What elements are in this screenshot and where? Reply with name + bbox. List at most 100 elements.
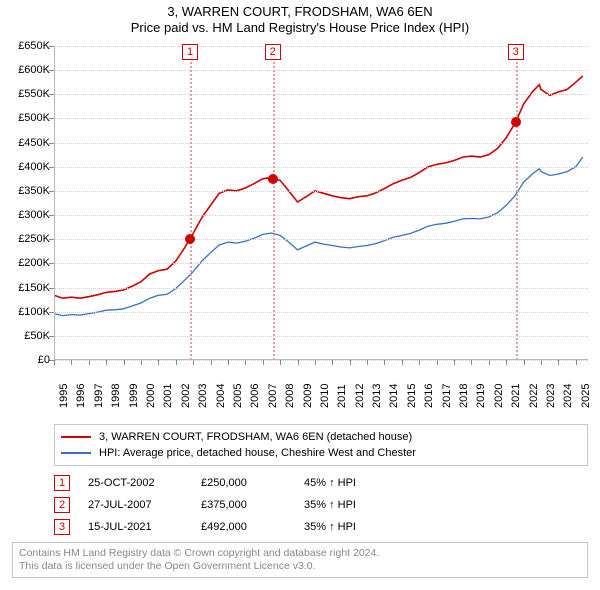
event-marker-badge: 2	[265, 44, 281, 60]
xtick-mark	[384, 360, 385, 365]
ytick-label: £350K	[6, 185, 50, 197]
event-badge: 3	[54, 519, 70, 535]
xtick-label: 2001	[162, 384, 174, 408]
xtick-label: 2019	[475, 384, 487, 408]
event-date: 15-JUL-2021	[88, 521, 183, 533]
xtick-mark	[54, 360, 55, 365]
legend-row: HPI: Average price, detached house, Ches…	[61, 445, 581, 461]
gridline-h	[54, 167, 588, 168]
ytick-label: £250K	[6, 233, 50, 245]
gridline-h	[54, 215, 588, 216]
legend: 3, WARREN COURT, FRODSHAM, WA6 6EN (deta…	[54, 424, 588, 466]
line-series-svg	[54, 46, 588, 360]
ytick-label: £300K	[6, 209, 50, 221]
xtick-label: 2004	[215, 384, 227, 408]
gridline-h	[54, 94, 588, 95]
ytick-label: £500K	[6, 112, 50, 124]
xtick-mark	[228, 360, 229, 365]
gridline-h	[54, 118, 588, 119]
series-line-red	[54, 76, 583, 298]
xtick-label: 1998	[110, 384, 122, 408]
gridline-h	[54, 143, 588, 144]
xtick-mark	[298, 360, 299, 365]
series-line-blue	[54, 157, 583, 316]
xtick-label: 2011	[336, 384, 348, 408]
xtick-mark	[454, 360, 455, 365]
xtick-label: 2025	[580, 384, 592, 408]
event-price: £250,000	[201, 477, 286, 489]
event-marker-line	[516, 46, 518, 360]
ytick-label: £650K	[6, 40, 50, 52]
xtick-label: 2021	[510, 384, 522, 408]
event-marker-badge: 1	[182, 44, 198, 60]
xtick-label: 2009	[302, 384, 314, 408]
xtick-label: 1995	[58, 384, 70, 408]
xtick-label: 2000	[145, 384, 157, 408]
xtick-label: 2008	[284, 384, 296, 408]
xtick-mark	[524, 360, 525, 365]
ytick-label: £50K	[6, 330, 50, 342]
xtick-mark	[158, 360, 159, 365]
xtick-mark	[506, 360, 507, 365]
attribution-footer: Contains HM Land Registry data © Crown c…	[12, 542, 588, 578]
chart-container: £0 £50K £100K £150K £200K £250K £300K £350K £400…	[6, 40, 594, 420]
xtick-mark	[489, 360, 490, 365]
xtick-mark	[71, 360, 72, 365]
xtick-label: 1997	[93, 384, 105, 408]
xtick-mark	[211, 360, 212, 365]
event-badge: 1	[54, 475, 70, 491]
event-marker-point	[511, 117, 521, 127]
xtick-mark	[332, 360, 333, 365]
title-line-1: 3, WARREN COURT, FRODSHAM, WA6 6EN	[6, 4, 594, 20]
xtick-label: 2023	[545, 384, 557, 408]
xtick-mark	[402, 360, 403, 365]
xtick-label: 2016	[423, 384, 435, 408]
xtick-mark	[315, 360, 316, 365]
xtick-mark	[245, 360, 246, 365]
xtick-mark	[367, 360, 368, 365]
legend-label: 3, WARREN COURT, FRODSHAM, WA6 6EN (deta…	[99, 429, 412, 445]
event-date: 27-JUL-2007	[88, 499, 183, 511]
xtick-label: 2006	[249, 384, 261, 408]
xtick-mark	[124, 360, 125, 365]
xtick-label: 2012	[354, 384, 366, 408]
footer-line-1: Contains HM Land Registry data © Crown c…	[19, 547, 581, 560]
legend-swatch	[61, 452, 91, 454]
gridline-h	[54, 312, 588, 313]
xtick-mark	[106, 360, 107, 365]
xtick-label: 2005	[232, 384, 244, 408]
event-delta: 45% ↑ HPI	[304, 477, 356, 489]
ytick-label: £400K	[6, 161, 50, 173]
event-row: 315-JUL-2021£492,00035% ↑ HPI	[54, 516, 588, 538]
ytick-label: £150K	[6, 282, 50, 294]
xtick-label: 2007	[267, 384, 279, 408]
xtick-label: 1999	[128, 384, 140, 408]
gridline-h	[54, 360, 588, 361]
event-delta: 35% ↑ HPI	[304, 499, 356, 511]
event-row: 227-JUL-2007£375,00035% ↑ HPI	[54, 494, 588, 516]
xtick-label: 2003	[197, 384, 209, 408]
ytick-label: £200K	[6, 257, 50, 269]
legend-swatch	[61, 436, 91, 438]
legend-row: 3, WARREN COURT, FRODSHAM, WA6 6EN (deta…	[61, 429, 581, 445]
xtick-mark	[558, 360, 559, 365]
event-marker-line	[190, 46, 192, 360]
xtick-mark	[176, 360, 177, 365]
event-badge: 2	[54, 497, 70, 513]
gridline-h	[54, 70, 588, 71]
ytick-label: £550K	[6, 88, 50, 100]
xtick-mark	[280, 360, 281, 365]
xtick-label: 2024	[562, 384, 574, 408]
xtick-mark	[263, 360, 264, 365]
ytick-label: £600K	[6, 64, 50, 76]
xtick-mark	[541, 360, 542, 365]
ytick-label: £0	[6, 354, 50, 366]
xtick-label: 1996	[75, 384, 87, 408]
plot-area: £0£50K£100K£150K£200K£250K£300K£350K£400…	[54, 46, 588, 360]
title-line-2: Price paid vs. HM Land Registry's House …	[6, 20, 594, 36]
ytick-label: £100K	[6, 306, 50, 318]
event-marker-point	[268, 174, 278, 184]
xtick-mark	[471, 360, 472, 365]
events-table: 125-OCT-2002£250,00045% ↑ HPI227-JUL-200…	[54, 472, 588, 538]
event-row: 125-OCT-2002£250,00045% ↑ HPI	[54, 472, 588, 494]
